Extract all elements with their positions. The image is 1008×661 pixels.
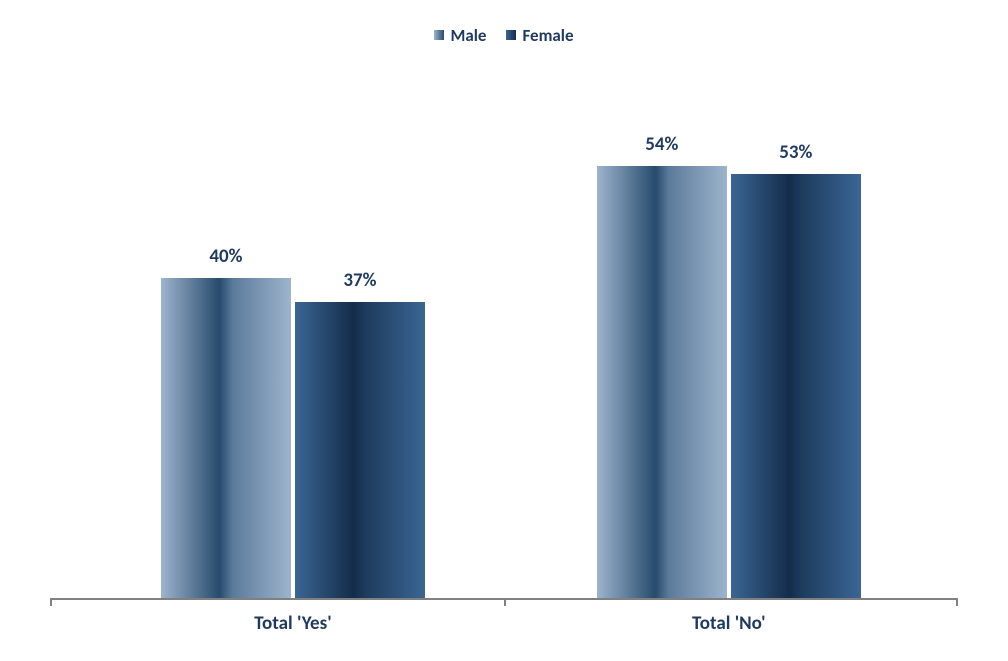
legend-swatch-male	[434, 30, 444, 40]
legend-label-male: Male	[450, 25, 486, 46]
bar-wrap: 54%	[597, 133, 727, 598]
bar-wrap: 37%	[295, 269, 425, 598]
axis-tick	[956, 600, 958, 606]
data-label: 40%	[209, 245, 242, 268]
legend-item-male: Male	[434, 25, 486, 46]
data-label: 53%	[779, 141, 812, 164]
data-label: 37%	[343, 269, 376, 292]
bar-male-yes	[161, 278, 291, 598]
chart-container: Male Female 40% 37% 54%	[50, 20, 958, 640]
bar-wrap: 53%	[731, 141, 861, 598]
legend-item-female: Female	[506, 25, 573, 46]
bar-wrap: 40%	[161, 245, 291, 598]
bar-female-yes	[295, 302, 425, 598]
bar-male-no	[597, 166, 727, 598]
legend: Male Female	[50, 20, 958, 50]
category-label-yes: Total 'Yes'	[143, 612, 443, 635]
bar-group-yes: 40% 37%	[159, 245, 427, 598]
data-label: 54%	[645, 133, 678, 156]
legend-label-female: Female	[522, 25, 573, 46]
plot-area: 40% 37% 54% 53%	[50, 60, 958, 600]
axis-tick	[50, 600, 52, 606]
bar-group-no: 54% 53%	[595, 133, 863, 598]
bar-female-no	[731, 174, 861, 598]
legend-swatch-female	[506, 30, 516, 40]
axis-tick	[504, 600, 506, 606]
category-label-no: Total 'No'	[579, 612, 879, 635]
